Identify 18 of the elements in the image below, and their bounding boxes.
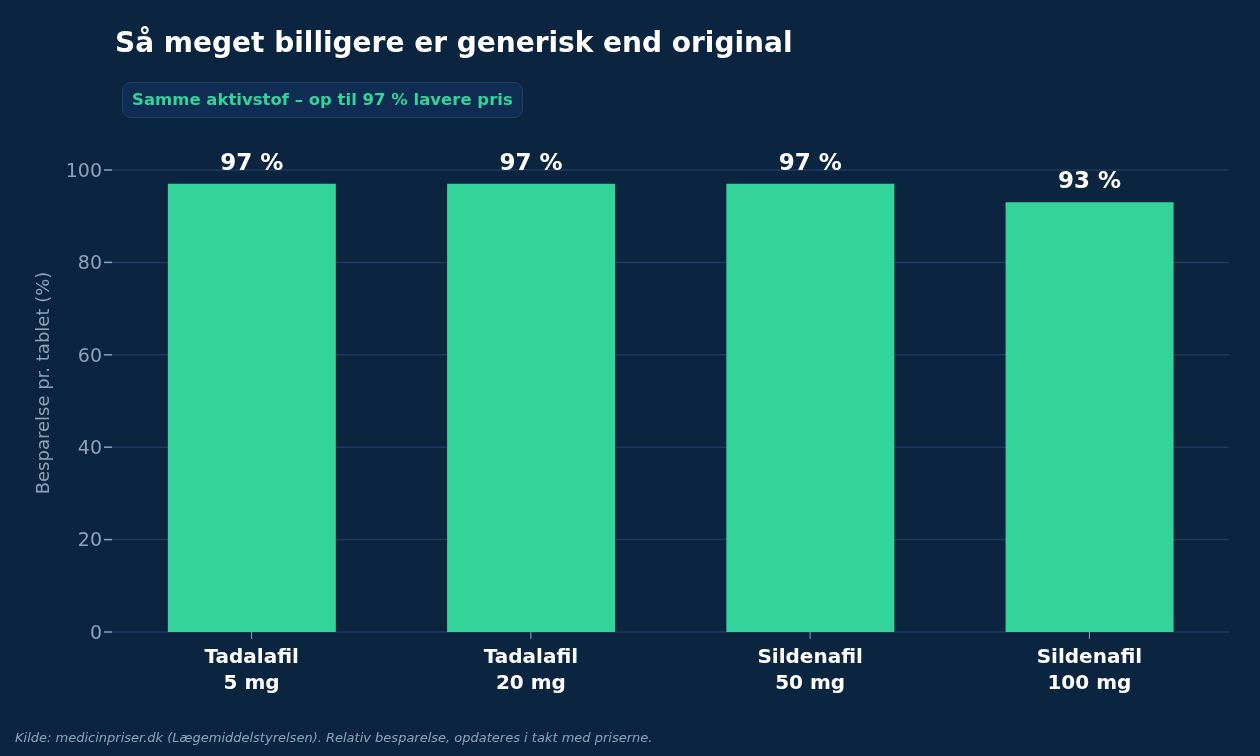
y-axis-title: Besparelse pr. tablet (%) bbox=[31, 271, 53, 495]
x-tick-label: Sildenafil 50 mg bbox=[757, 644, 863, 694]
x-tick-label: Sildenafil 100 mg bbox=[1036, 644, 1143, 694]
y-tick-label: 100 bbox=[65, 158, 102, 181]
data-label: 97 % bbox=[499, 148, 563, 175]
y-tick-label: 0 bbox=[89, 620, 102, 643]
chart-title: Så meget billigere er generisk end original bbox=[115, 26, 793, 60]
callout-box: Samme aktivstof – op til 97 % lavere pris bbox=[122, 82, 523, 118]
y-tick-label: 80 bbox=[77, 251, 102, 274]
data-label: 93 % bbox=[1058, 167, 1122, 194]
x-tick-label: Tadalafil 20 mg bbox=[483, 644, 579, 694]
text: Kilde: medicinpriser.dk (Lægemiddelstyrelsen). Relativ besparelse, opdateres i takt med priserne. bbox=[15, 729, 653, 747]
data-label: 97 % bbox=[778, 148, 842, 175]
y-tick-label: 40 bbox=[77, 435, 102, 458]
y-tick-label: 60 bbox=[77, 343, 102, 366]
y-tick-label: 20 bbox=[77, 528, 102, 551]
data-label: 97 % bbox=[220, 148, 284, 175]
x-tick-label: Tadalafil 5 mg bbox=[204, 644, 299, 694]
